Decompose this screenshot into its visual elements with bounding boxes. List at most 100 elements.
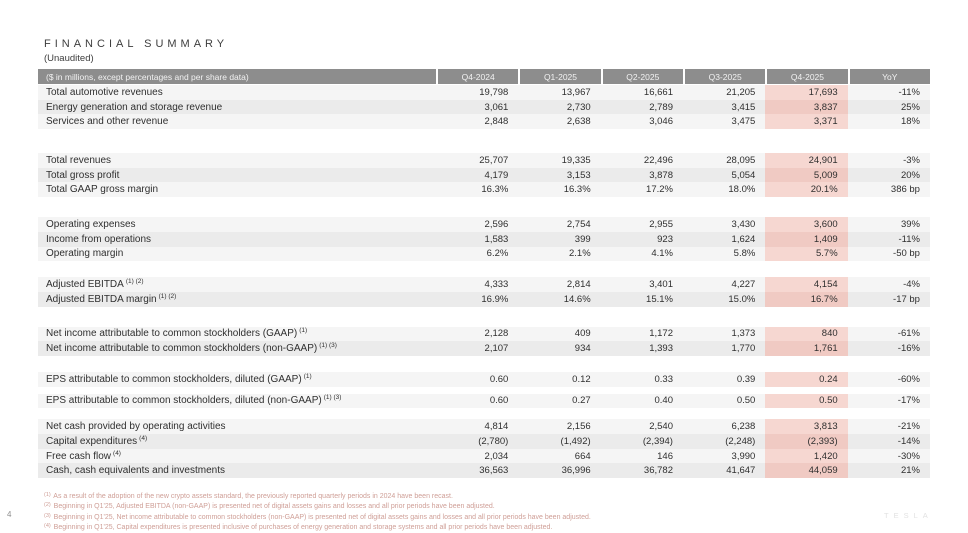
table-row: Operating expenses 2,596 2,754 2,955 3,430 3,…	[38, 217, 930, 232]
row-label: Cash, cash equivalents and investments	[46, 465, 225, 477]
table-row: Total revenues 25,707 19,335 22,496 28,095 24…	[38, 153, 930, 168]
footnote-marker: (1) (3)	[323, 394, 342, 402]
value-cell: 16.7%	[765, 291, 848, 307]
value-cell: 4,227	[731, 279, 756, 291]
value-cell: 2,638	[566, 116, 591, 128]
footnote-line: (4) Beginning in Q1'25, Capital expendit…	[44, 522, 553, 531]
value-cell: 41,647	[726, 465, 756, 477]
yoy-value-cell: -14%	[897, 435, 920, 447]
table-header-row: ($ in millions, except percentages and p…	[38, 69, 930, 84]
value-cell: 2,789	[649, 101, 673, 113]
table-row: Adjusted EBITDA (1) (2) 4,333 2,814 3,401 4,2…	[38, 277, 930, 292]
table-row: Net income attributable to common stockh…	[38, 341, 930, 356]
yoy-value-cell: -17 bp	[893, 293, 920, 305]
footnote-marker: (1)	[303, 372, 312, 380]
row-label: EPS attributable to common stockholders,…	[46, 394, 342, 407]
value-cell: 3,371	[765, 114, 848, 130]
value-cell: (2,393)	[765, 434, 848, 449]
table-row: Adjusted EBITDA margin (1) (2) 16.9% 14.6% 1…	[38, 291, 930, 307]
value-cell: 3,990	[731, 450, 756, 462]
footnote-marker: (4)	[139, 434, 148, 442]
footnote-marker: (2)	[44, 502, 51, 509]
table-row: Net cash provided by operating activitie…	[38, 419, 930, 434]
table-row: Cash, cash equivalents and investments 36…	[38, 463, 930, 479]
value-cell: 25,707	[479, 154, 509, 166]
value-cell: 5.8%	[733, 248, 756, 260]
footnote-marker: (4)	[113, 449, 121, 457]
value-cell: 18.0%	[728, 184, 756, 196]
value-cell: 2,034	[484, 450, 509, 462]
yoy-value-cell: -16%	[897, 343, 920, 355]
yoy-value-cell: 21%	[900, 465, 920, 477]
value-cell: 36,782	[643, 465, 673, 477]
row-label: Energy generation and storage revenue	[46, 101, 223, 113]
value-cell: 2,848	[484, 116, 509, 128]
value-cell: 15.1%	[646, 293, 673, 305]
value-cell: 3,878	[649, 169, 673, 181]
value-cell: 2,540	[649, 421, 673, 433]
table-row: Services and other revenue 2,848 2,638 3,04…	[38, 114, 930, 130]
value-cell: 3,046	[649, 116, 673, 128]
value-cell: 1,393	[649, 343, 673, 355]
page-number: 4	[7, 510, 12, 519]
table-section-eps-non-gaap: EPS attributable to common stockholders,…	[38, 393, 930, 409]
table-row: Net income attributable to common stockh…	[38, 326, 930, 342]
yoy-value-cell: 20%	[900, 169, 920, 181]
value-cell: 0.12	[572, 373, 591, 385]
value-cell: 24,901	[765, 153, 848, 168]
value-cell: (1,492)	[560, 435, 591, 447]
value-cell: 14.6%	[563, 293, 591, 305]
row-label: Adjusted EBITDA margin (1) (2)	[46, 292, 177, 305]
header-cell-q4-2025: Q4-2025	[765, 69, 848, 84]
yoy-value-cell: -3%	[903, 154, 920, 166]
yoy-value-cell: 18%	[900, 116, 920, 128]
value-cell: 16.3%	[563, 184, 591, 196]
value-cell: 36,996	[561, 465, 591, 477]
row-label: Total automotive revenues	[46, 86, 163, 98]
header-cell-label: ($ in millions, except percentages and p…	[38, 69, 436, 84]
page-title: FINANCIAL SUMMARY	[44, 38, 229, 50]
row-label: Adjusted EBITDA (1) (2)	[46, 278, 144, 291]
value-cell: 2,128	[484, 328, 509, 340]
table-section-cash: Net cash provided by operating activitie…	[38, 419, 930, 479]
value-cell: 2.1%	[569, 248, 591, 260]
value-cell: 4,179	[484, 169, 509, 181]
value-cell: 0.60	[489, 395, 509, 407]
footnotes: (1) As a result of the adoption of the n…	[44, 492, 924, 533]
table-row: Energy generation and storage revenue 3,0…	[38, 99, 930, 115]
value-cell: 409	[574, 328, 591, 340]
value-cell: 4,814	[484, 421, 509, 433]
value-cell: 6,238	[731, 421, 756, 433]
value-cell: 2,814	[566, 279, 591, 291]
table-section-operations: Operating expenses 2,596 2,754 2,955 3,430 3,…	[38, 217, 930, 262]
yoy-value-cell: 25%	[900, 101, 920, 113]
value-cell: 19,335	[561, 154, 591, 166]
yoy-value-cell: -17%	[897, 395, 920, 407]
value-cell: 21,205	[726, 86, 756, 98]
table-section-totals: Total revenues 25,707 19,335 22,496 28,095 24…	[38, 153, 930, 198]
value-cell: 5.7%	[765, 246, 848, 262]
row-label: Capital expenditures (4)	[46, 434, 148, 447]
row-label: Net income attributable to common stockh…	[46, 327, 308, 340]
yoy-value-cell: -11%	[898, 233, 920, 245]
footnote-line: (2) Beginning in Q1'25, Adjusted EBITDA …	[44, 502, 495, 511]
table-row: EPS attributable to common stockholders,…	[38, 371, 930, 387]
value-cell: 20.1%	[765, 182, 848, 198]
value-cell: 2,730	[566, 101, 591, 113]
value-cell: 0.60	[489, 373, 509, 385]
page-subtitle: (Unaudited)	[44, 53, 94, 64]
footnote-marker: (1) (3)	[319, 342, 337, 350]
value-cell: 0.50	[765, 393, 848, 409]
value-cell: 0.33	[654, 373, 673, 385]
value-cell: (2,394)	[642, 435, 673, 447]
value-cell: 2,955	[649, 218, 673, 230]
yoy-value-cell: 386 bp	[890, 184, 920, 196]
value-cell: 44,059	[765, 463, 848, 479]
value-cell: (2,248)	[725, 435, 756, 447]
value-cell: 3,430	[731, 218, 756, 230]
value-cell: 1,583	[484, 233, 509, 245]
row-label: Total revenues	[46, 154, 112, 166]
table-row: Total gross profit 4,179 3,153 3,878 5,054 5,…	[38, 167, 930, 183]
table-row: Capital expenditures (4) (2,780) (1,492) (2,…	[38, 434, 930, 449]
